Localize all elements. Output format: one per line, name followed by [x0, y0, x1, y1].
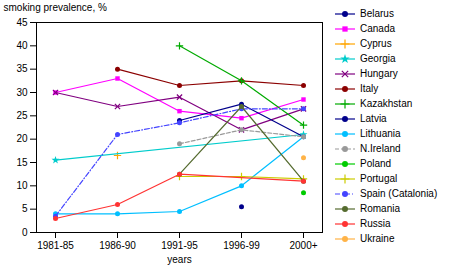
svg-text:20: 20 — [16, 133, 28, 144]
svg-text:45: 45 — [16, 17, 28, 28]
html-text:Russia: Russia — [360, 218, 391, 229]
html-text:Georgia: Georgia — [360, 53, 396, 64]
html-text:Latvia: Latvia — [360, 113, 387, 124]
html-text:Romania: Romania — [360, 203, 400, 214]
html-text:Belarus: Belarus — [360, 8, 394, 19]
svg-text:smoking prevalence, %: smoking prevalence, % — [4, 2, 107, 13]
svg-text:15: 15 — [16, 157, 28, 168]
svg-text:years: years — [167, 254, 191, 265]
svg-text:1986-90: 1986-90 — [99, 240, 136, 251]
html-text:Spain (Catalonia): Spain (Catalonia) — [360, 188, 438, 199]
svg-text:2000+: 2000+ — [289, 240, 317, 251]
html-text:Ukraine: Ukraine — [360, 233, 395, 244]
html-text:Hungary: Hungary — [360, 68, 398, 79]
html-text:Italy: Italy — [360, 83, 379, 94]
svg-text:30: 30 — [16, 87, 28, 98]
html-text:Kazakhstan: Kazakhstan — [360, 98, 413, 109]
svg-text:40: 40 — [16, 40, 28, 51]
html-text:Portugal: Portugal — [360, 173, 398, 184]
svg-text:0: 0 — [22, 227, 28, 238]
html-text:Poland: Poland — [360, 158, 392, 169]
html-text:Cyprus: Cyprus — [360, 38, 392, 49]
html-text:Canada: Canada — [360, 23, 395, 34]
svg-text:1981-85: 1981-85 — [37, 240, 74, 251]
svg-text:35: 35 — [16, 63, 28, 74]
svg-text:25: 25 — [16, 110, 28, 121]
svg-text:5: 5 — [22, 203, 28, 214]
svg-text:10: 10 — [16, 180, 28, 191]
html-text:Lithuania: Lithuania — [360, 128, 401, 139]
svg-text:1991-95: 1991-95 — [161, 240, 198, 251]
svg-text:1996-99: 1996-99 — [223, 240, 260, 251]
html-text:N.Ireland: N.Ireland — [360, 143, 401, 154]
